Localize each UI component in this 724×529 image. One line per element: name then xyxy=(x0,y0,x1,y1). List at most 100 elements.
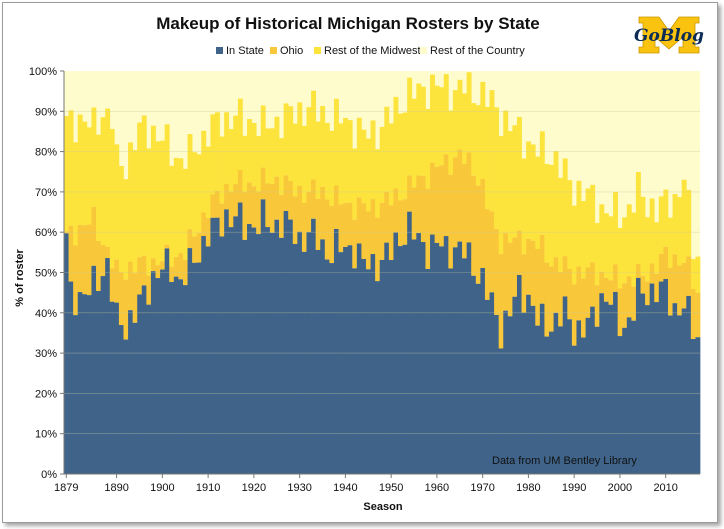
bar-in-state-1967 xyxy=(466,242,472,474)
bar-in-state-1962 xyxy=(443,236,449,474)
bar-midwest-1977 xyxy=(512,125,518,238)
bar-ohio-1961 xyxy=(439,165,445,247)
bar-ohio-2004 xyxy=(635,264,641,278)
bar-midwest-1956 xyxy=(416,83,422,176)
bar-midwest-1906 xyxy=(187,134,193,230)
bar-midwest-1981 xyxy=(530,144,536,241)
bar-ohio-1906 xyxy=(187,229,193,249)
bar-in-state-1952 xyxy=(398,246,403,474)
bar-midwest-1925 xyxy=(274,116,280,177)
bar-midwest-1894 xyxy=(132,150,138,274)
bar-in-state-1982 xyxy=(535,325,541,474)
bar-ohio-1974 xyxy=(498,254,504,349)
bar-in-state-1958 xyxy=(425,268,431,474)
bar-midwest-1985 xyxy=(549,164,554,267)
bar-ohio-1997 xyxy=(603,277,609,302)
bar-in-state-1943 xyxy=(356,243,362,474)
bar-in-state-1944 xyxy=(361,258,367,474)
bar-in-state-1917 xyxy=(237,202,243,474)
bar-ohio-1912 xyxy=(214,190,220,218)
bar-in-state-1937 xyxy=(329,263,335,474)
bar-ohio-1882 xyxy=(77,224,83,293)
bar-ohio-1937 xyxy=(329,205,335,264)
bar-ohio-2005 xyxy=(640,275,646,294)
bar-in-state-1901 xyxy=(164,248,170,474)
bar-ohio-2016 xyxy=(690,289,696,340)
bar-in-state-2017 xyxy=(695,337,701,474)
bar-ohio-1917 xyxy=(237,170,243,203)
bar-midwest-1885 xyxy=(91,107,97,207)
bar-in-state-1912 xyxy=(214,217,220,475)
bar-ohio-1934 xyxy=(315,198,321,250)
bar-ohio-1915 xyxy=(228,191,234,228)
bar-ohio-1898 xyxy=(150,258,156,272)
bar-midwest-1931 xyxy=(301,125,307,203)
bar-in-state-1885 xyxy=(91,265,97,474)
bar-in-state-1916 xyxy=(233,216,239,474)
x-tick-labels: 1879 1890 1900 1910 1920 1930 1940 1950 1960 1970… xyxy=(54,474,678,494)
bar-in-state-1909 xyxy=(201,235,207,474)
bar-midwest-1957 xyxy=(420,86,426,176)
bar-in-state-1935 xyxy=(320,239,326,474)
bar-ohio-1988 xyxy=(562,256,568,297)
bar-in-state-1994 xyxy=(590,306,596,474)
bar-in-state-1882 xyxy=(77,292,83,474)
bar-midwest-1930 xyxy=(297,102,303,186)
bar-ohio-1951 xyxy=(393,188,399,233)
bar-midwest-1899 xyxy=(155,141,161,266)
bar-in-state-2007 xyxy=(649,283,655,474)
bar-in-state-1914 xyxy=(224,209,230,475)
bar-ohio-1955 xyxy=(411,187,417,240)
bar-ohio-1922 xyxy=(260,167,266,200)
bar-in-state-1961 xyxy=(439,246,445,474)
bar-midwest-1937 xyxy=(329,130,335,206)
bar-midwest-2017 xyxy=(695,256,701,293)
bar-ohio-1962 xyxy=(443,154,449,237)
bar-midwest-1973 xyxy=(494,107,500,229)
bar-ohio-1920 xyxy=(251,186,257,228)
bar-in-state-1942 xyxy=(352,268,358,474)
bar-ohio-1899 xyxy=(155,265,161,279)
bar-in-state-1910 xyxy=(205,246,211,474)
bar-in-state-1883 xyxy=(82,294,88,474)
bar-ohio-1892 xyxy=(123,279,129,340)
bar-midwest-1893 xyxy=(128,142,133,262)
bar-ohio-1980 xyxy=(526,238,532,295)
bar-midwest-1900 xyxy=(160,140,166,262)
bar-in-state-1976 xyxy=(507,316,513,474)
bar-in-state-1895 xyxy=(137,294,143,474)
bar-ohio-1928 xyxy=(288,181,294,220)
bar-in-state-1960 xyxy=(434,242,440,474)
bar-ohio-2013 xyxy=(677,265,683,316)
bars-group xyxy=(64,72,701,475)
bar-midwest-1998 xyxy=(608,216,614,281)
bar-ohio-1880 xyxy=(68,225,74,282)
bar-ohio-1944 xyxy=(361,203,367,259)
gridlines xyxy=(60,70,700,475)
bar-midwest-1911 xyxy=(210,114,216,195)
bar-in-state-1922 xyxy=(260,199,266,474)
bar-midwest-1995 xyxy=(594,223,600,286)
bar-in-state-1923 xyxy=(265,227,271,474)
bar-midwest-1923 xyxy=(265,128,271,184)
bar-in-state-1903 xyxy=(173,276,179,474)
legend-label-ohio: Ohio xyxy=(280,45,303,57)
bar-ohio-1966 xyxy=(462,163,467,259)
bar-ohio-1918 xyxy=(242,192,248,240)
bar-midwest-2009 xyxy=(658,196,664,254)
y-tick-label: 50% xyxy=(35,268,57,280)
bar-midwest-1941 xyxy=(347,120,353,203)
bar-ohio-1893 xyxy=(128,261,133,311)
bar-in-state-1887 xyxy=(100,276,106,474)
bar-ohio-1941 xyxy=(347,202,353,246)
bar-in-state-1884 xyxy=(86,295,92,474)
y-tick-label: 20% xyxy=(35,388,57,400)
bar-ohio-1889 xyxy=(109,268,115,302)
x-tick-label: 1980 xyxy=(516,482,540,494)
bar-ohio-2009 xyxy=(658,253,664,282)
bar-in-state-1911 xyxy=(210,217,216,475)
bar-in-state-1964 xyxy=(452,247,458,474)
bar-ohio-1964 xyxy=(452,157,458,248)
bar-in-state-1936 xyxy=(324,259,330,474)
bar-ohio-1894 xyxy=(132,273,138,323)
